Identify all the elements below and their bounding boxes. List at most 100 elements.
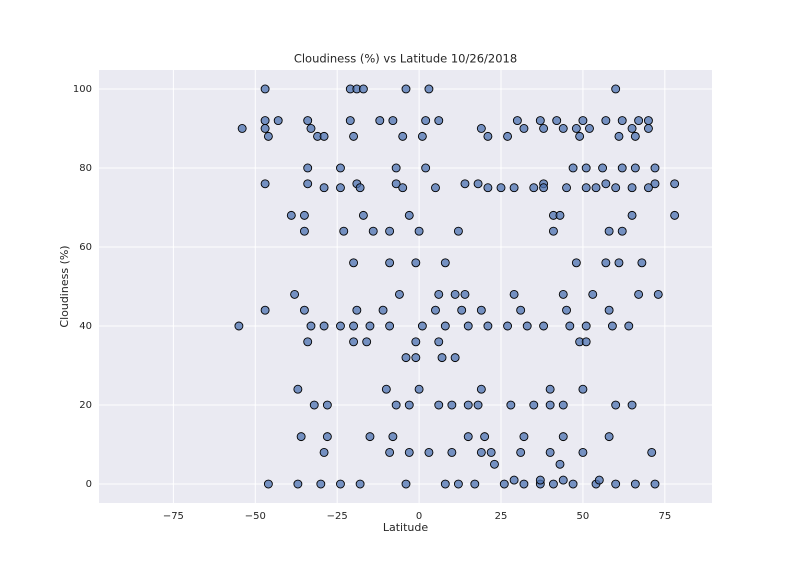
point <box>535 475 545 485</box>
point <box>617 226 627 236</box>
x-tick-label: −25 <box>327 511 348 522</box>
point <box>375 116 385 126</box>
point <box>611 84 621 94</box>
point <box>299 226 309 236</box>
point <box>421 163 431 173</box>
point <box>388 432 398 442</box>
point <box>476 447 486 457</box>
point <box>434 116 444 126</box>
point <box>581 163 591 173</box>
point <box>293 384 303 394</box>
point <box>653 289 663 299</box>
point <box>391 179 401 189</box>
point <box>552 116 562 126</box>
x-axis-label: Latitude <box>383 521 429 534</box>
point <box>260 84 270 94</box>
point <box>604 226 614 236</box>
point <box>516 447 526 457</box>
point <box>575 131 585 141</box>
point <box>296 432 306 442</box>
point <box>237 124 247 133</box>
point <box>349 131 359 141</box>
point <box>411 337 421 347</box>
point <box>581 337 591 347</box>
point <box>394 289 404 299</box>
point <box>496 183 506 193</box>
point <box>539 183 549 193</box>
point <box>643 124 653 133</box>
point <box>578 447 588 457</box>
point <box>601 179 611 189</box>
point <box>634 289 644 299</box>
point <box>529 400 539 410</box>
point <box>306 321 316 331</box>
point <box>352 305 362 315</box>
point <box>558 124 568 133</box>
point <box>319 131 329 141</box>
point <box>431 183 440 193</box>
point <box>417 131 427 141</box>
y-tick-label: 20 <box>79 400 92 411</box>
point <box>290 289 300 299</box>
point <box>614 131 624 141</box>
point <box>650 479 660 489</box>
point <box>624 321 634 331</box>
point <box>558 400 568 410</box>
point <box>316 479 326 489</box>
point <box>558 432 568 442</box>
point <box>463 400 473 410</box>
point <box>611 479 621 489</box>
point <box>581 321 591 331</box>
point <box>345 116 355 126</box>
point <box>263 479 273 489</box>
point <box>303 163 313 173</box>
point <box>617 116 627 126</box>
point <box>516 305 526 315</box>
point <box>424 84 434 94</box>
point <box>398 131 408 141</box>
point <box>476 384 486 394</box>
point <box>306 124 316 133</box>
point <box>607 321 617 331</box>
point <box>424 447 434 457</box>
point <box>555 210 565 220</box>
point <box>483 321 493 331</box>
point <box>470 479 480 489</box>
point <box>578 116 588 126</box>
point <box>522 321 532 331</box>
y-tick-label: 80 <box>79 163 92 174</box>
point <box>303 179 313 189</box>
point <box>365 321 375 331</box>
point <box>627 400 637 410</box>
point <box>322 432 332 442</box>
point <box>401 84 411 94</box>
point <box>614 258 624 268</box>
point <box>368 226 378 236</box>
point <box>319 183 329 193</box>
point <box>490 459 499 469</box>
point <box>355 183 365 193</box>
point <box>309 400 319 410</box>
point <box>358 210 368 220</box>
point <box>670 179 680 189</box>
point <box>260 124 270 133</box>
point <box>457 305 467 315</box>
point <box>548 226 558 236</box>
y-tick-label: 60 <box>79 242 92 253</box>
point <box>404 400 414 410</box>
point <box>650 163 660 173</box>
point <box>411 353 421 363</box>
point <box>476 305 486 315</box>
point <box>601 116 611 126</box>
point <box>322 400 332 410</box>
point <box>286 210 296 220</box>
point <box>630 479 640 489</box>
point <box>303 116 313 126</box>
point <box>647 447 657 457</box>
point <box>388 116 398 126</box>
point <box>519 124 529 133</box>
point <box>434 400 444 410</box>
point <box>548 479 558 489</box>
point <box>417 321 427 331</box>
